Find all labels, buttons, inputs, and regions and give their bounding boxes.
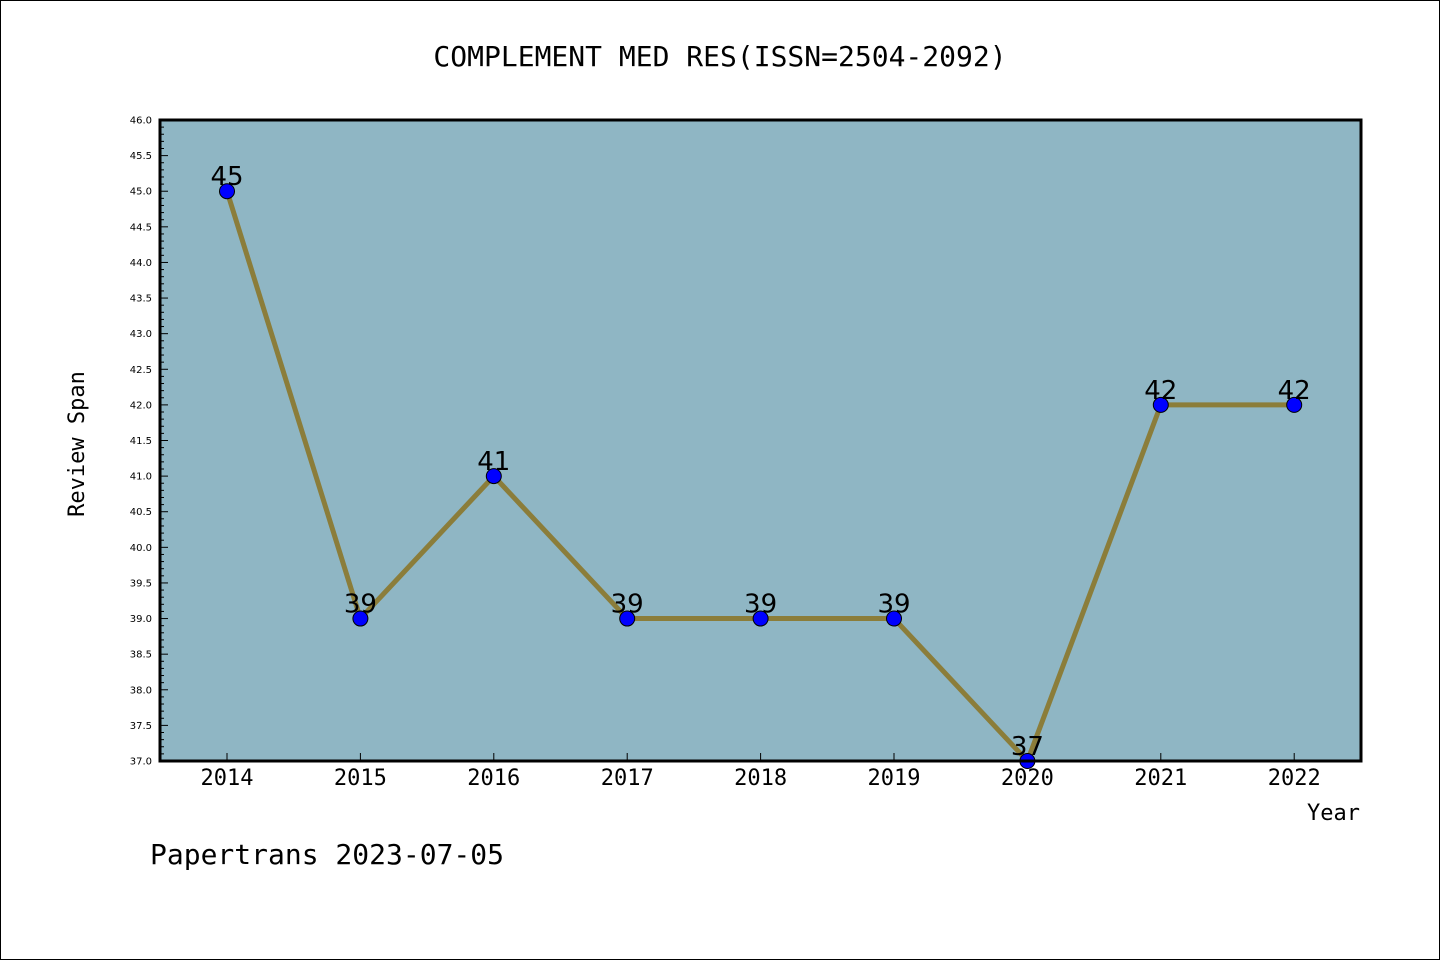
y-tick-label: 44.5 (130, 222, 152, 233)
y-tick-label: 40.5 (130, 507, 152, 518)
x-tick-label: 2015 (334, 766, 387, 791)
data-label: 37 (1011, 732, 1044, 762)
data-label: 42 (1144, 376, 1177, 406)
chart-title: COMPLEMENT MED RES(ISSN=2504-2092) (433, 40, 1006, 73)
data-point (1152, 396, 1169, 413)
y-tick-label: 39.0 (130, 614, 152, 625)
x-tick-label: 2014 (201, 766, 254, 791)
y-tick-label: 37.5 (130, 721, 152, 732)
y-tick-label: 46.0 (130, 116, 152, 127)
data-point (886, 610, 902, 627)
data-label: 39 (877, 590, 910, 620)
y-tick-label: 38.0 (130, 685, 152, 696)
data-labels: 45 39 41 39 39 39 37 42 42 (210, 162, 1310, 762)
y-tick-label: 45.0 (130, 187, 152, 198)
data-label: 41 (477, 447, 510, 477)
data-point (752, 610, 769, 627)
x-tick-label: 2018 (734, 766, 787, 791)
data-label: 42 (1278, 376, 1311, 406)
y-tick-label: 42.5 (130, 365, 152, 376)
y-tick-label: 41.0 (130, 472, 152, 483)
data-point (1286, 396, 1303, 413)
data-label: 39 (611, 590, 644, 620)
y-axis-label: Review Span (65, 371, 90, 517)
y-tick-label: 38.5 (130, 650, 152, 661)
x-tick-label: 2019 (868, 766, 921, 791)
data-point (485, 468, 502, 485)
x-axis-label: Year (1307, 801, 1360, 826)
series-markers (219, 183, 1303, 769)
data-label: 39 (344, 590, 377, 620)
x-tick-label: 2020 (1001, 766, 1054, 791)
x-axis: 2014 2015 2016 2017 2018 2019 2020 2021 2022 (201, 753, 1321, 791)
plot-border (158, 118, 1363, 763)
y-tick-label: 40.0 (130, 543, 152, 554)
plot-area (160, 120, 1361, 761)
y-tick-label: 44.0 (130, 258, 152, 269)
y-tick-label: 37.0 (130, 757, 152, 768)
y-tick-label: 42.0 (130, 400, 152, 411)
x-tick-label: 2021 (1134, 766, 1187, 791)
x-tick-label: 2016 (467, 766, 520, 791)
data-label: 39 (744, 590, 777, 620)
y-tick-label: 39.5 (130, 578, 152, 589)
y-tick-label: 43.5 (130, 294, 152, 305)
data-point (219, 183, 235, 200)
y-tick-label: 43.0 (130, 329, 152, 340)
y-tick-label: 45.5 (130, 151, 152, 162)
x-tick-label: 2017 (601, 766, 654, 791)
x-tick-label: 2022 (1268, 766, 1321, 791)
data-point (352, 610, 369, 627)
y-tick-label: 41.5 (130, 436, 152, 447)
data-point (619, 610, 636, 627)
footer-credit: Papertrans 2023-07-05 (150, 838, 504, 871)
data-label: 45 (210, 162, 243, 192)
